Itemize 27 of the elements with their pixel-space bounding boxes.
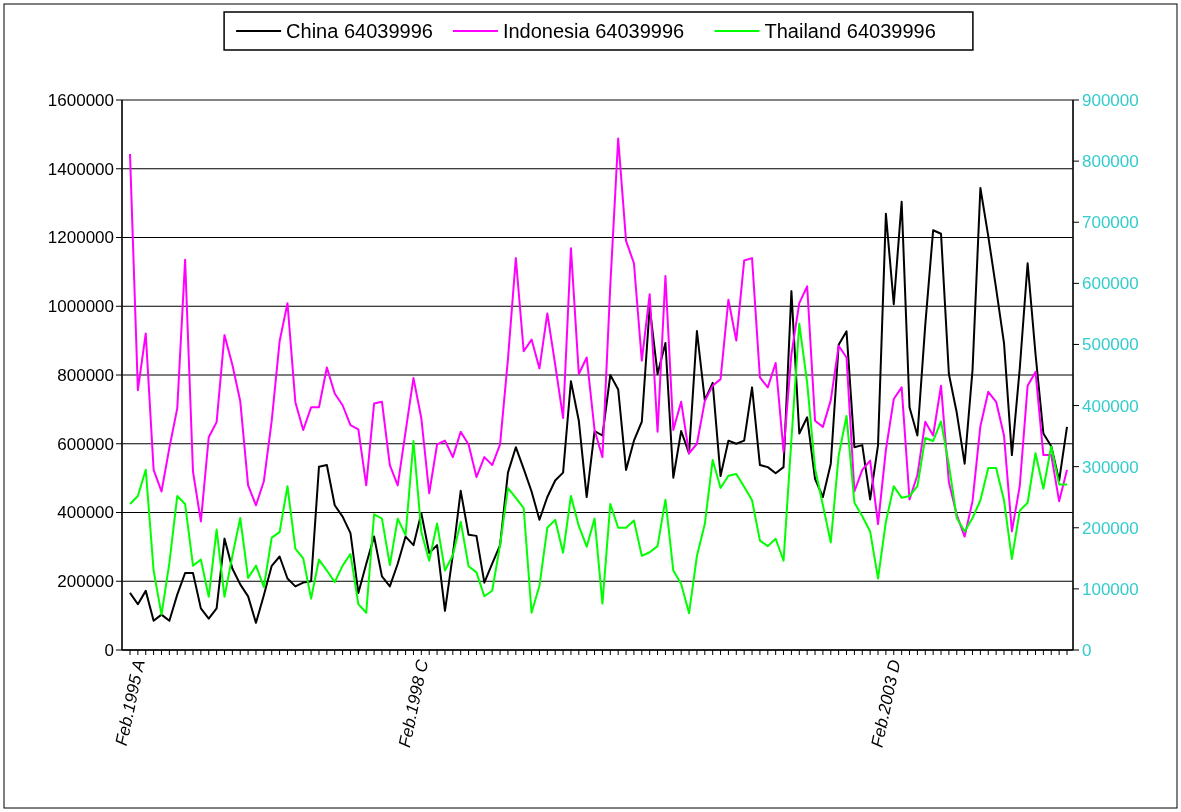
y2-tick-label: 700000 — [1082, 213, 1139, 233]
x-tick-label: Feb.1998 C — [395, 657, 433, 749]
x-tick-label: Feb.1995 A — [111, 658, 149, 748]
y2-tick-label: 600000 — [1082, 274, 1139, 294]
y2-tick-label: 200000 — [1082, 518, 1139, 538]
legend-label: Thailand 64039996 — [764, 20, 936, 42]
y-tick-label: 600000 — [57, 434, 114, 454]
line-series — [129, 137, 1068, 538]
y2-tick-label: 500000 — [1082, 335, 1139, 355]
y2-tick-label: 400000 — [1082, 396, 1139, 416]
y2-tick-label: 0 — [1082, 640, 1092, 660]
y2-tick-label: 100000 — [1082, 579, 1139, 599]
legend-label: Indonesia 64039996 — [502, 20, 685, 42]
y-tick-label: 1200000 — [47, 228, 114, 248]
legend-label: China 64039996 — [286, 20, 433, 42]
y-tick-label: 1000000 — [47, 297, 114, 317]
y2-tick-label: 800000 — [1082, 152, 1139, 172]
y-tick-label: 800000 — [57, 365, 114, 385]
y-tick-label: 1600000 — [47, 90, 114, 110]
y-tick-label: 200000 — [57, 572, 114, 592]
x-tick-label: Feb.2003 D — [867, 658, 905, 749]
line-series — [129, 322, 1068, 616]
y-tick-label: 1400000 — [47, 159, 114, 179]
y2-tick-label: 300000 — [1082, 457, 1139, 477]
y-tick-label: 400000 — [57, 503, 114, 523]
y2-tick-label: 900000 — [1082, 90, 1139, 110]
y-tick-label: 0 — [104, 640, 114, 660]
